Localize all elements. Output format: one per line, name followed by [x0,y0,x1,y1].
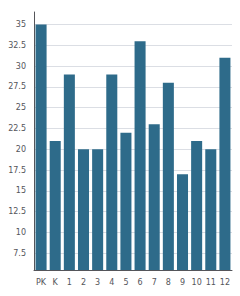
svg-text:25: 25 [16,103,26,112]
svg-text:5: 5 [123,278,128,287]
svg-text:10: 10 [16,228,26,237]
svg-text:2: 2 [81,278,86,287]
svg-text:17.5: 17.5 [8,166,26,175]
svg-text:35: 35 [16,20,26,29]
svg-text:6: 6 [138,278,143,287]
svg-text:1: 1 [67,278,72,287]
svg-text:9: 9 [180,278,185,287]
svg-text:30: 30 [16,62,26,71]
svg-text:8: 8 [166,278,171,287]
svg-text:10: 10 [192,278,202,287]
svg-text:27.5: 27.5 [8,82,26,91]
svg-text:20: 20 [16,145,26,154]
svg-text:7: 7 [152,278,157,287]
svg-text:4: 4 [109,278,114,287]
svg-text:12: 12 [220,278,230,287]
svg-text:3: 3 [95,278,100,287]
svg-text:11: 11 [206,278,216,287]
svg-text:K: K [53,278,59,287]
svg-text:32.5: 32.5 [8,41,26,50]
svg-text:15: 15 [16,186,26,195]
svg-text:22.5: 22.5 [8,124,26,133]
svg-text:7.5: 7.5 [13,249,26,258]
svg-text:12.5: 12.5 [8,207,26,216]
svg-text:PK: PK [36,278,47,287]
